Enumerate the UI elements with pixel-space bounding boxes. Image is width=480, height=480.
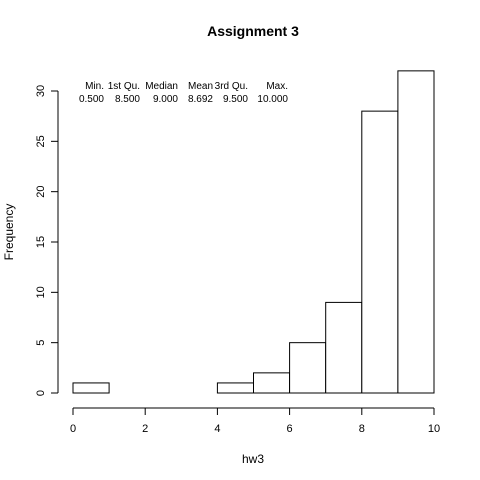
summary-value-0: 0.500 — [79, 94, 104, 105]
chart-title: Assignment 3 — [207, 23, 299, 39]
summary-header-0: Min. — [85, 81, 104, 92]
x-axis-label: hw3 — [242, 452, 264, 466]
y-axis-label: Frequency — [2, 204, 16, 261]
y-tick-label-2: 10 — [35, 286, 47, 298]
x-tick-label-4: 8 — [359, 423, 365, 435]
summary-value-5: 10.000 — [257, 94, 288, 105]
histogram-bar-7 — [325, 301, 363, 394]
y-axis: 0 5 10 15 20 25 30 — [35, 85, 59, 396]
y-tick-label-6: 30 — [35, 85, 47, 97]
x-tick-label-1: 2 — [142, 423, 148, 435]
y-tick-label-3: 15 — [35, 236, 47, 248]
x-tick-label-3: 6 — [287, 423, 293, 435]
summary-header-4: 3rd Qu. — [215, 81, 248, 92]
summary-value-3: 8.692 — [188, 94, 213, 105]
summary-value-4: 9.500 — [223, 94, 248, 105]
y-tick-label-0: 0 — [35, 390, 47, 396]
bars-group — [72, 70, 435, 394]
summary-table: Min. 1st Qu. Median Mean 3rd Qu. Max. 0.500 8.5… — [79, 81, 288, 105]
summary-header-1: 1st Qu. — [108, 81, 140, 92]
summary-value-1: 8.500 — [115, 94, 140, 105]
y-tick-label-5: 25 — [35, 135, 47, 147]
x-tick-label-2: 4 — [214, 423, 220, 435]
histogram-bar-4 — [216, 382, 254, 394]
histogram-bar-8 — [361, 110, 399, 394]
y-tick-label-4: 20 — [35, 186, 47, 198]
summary-header-3: Mean — [188, 81, 213, 92]
histogram-bar-9 — [397, 70, 435, 394]
histogram-bar-5 — [253, 372, 291, 394]
histogram-bar-6 — [289, 342, 327, 394]
x-tick-label-0: 0 — [70, 423, 76, 435]
y-tick-label-1: 5 — [35, 340, 47, 346]
histogram-bar-0 — [72, 382, 110, 394]
summary-value-2: 9.000 — [153, 94, 178, 105]
summary-header-2: Median — [145, 81, 178, 92]
x-axis: 0 2 4 6 8 10 — [70, 407, 440, 435]
x-tick-label-5: 10 — [428, 423, 440, 435]
summary-header-5: Max. — [266, 81, 288, 92]
